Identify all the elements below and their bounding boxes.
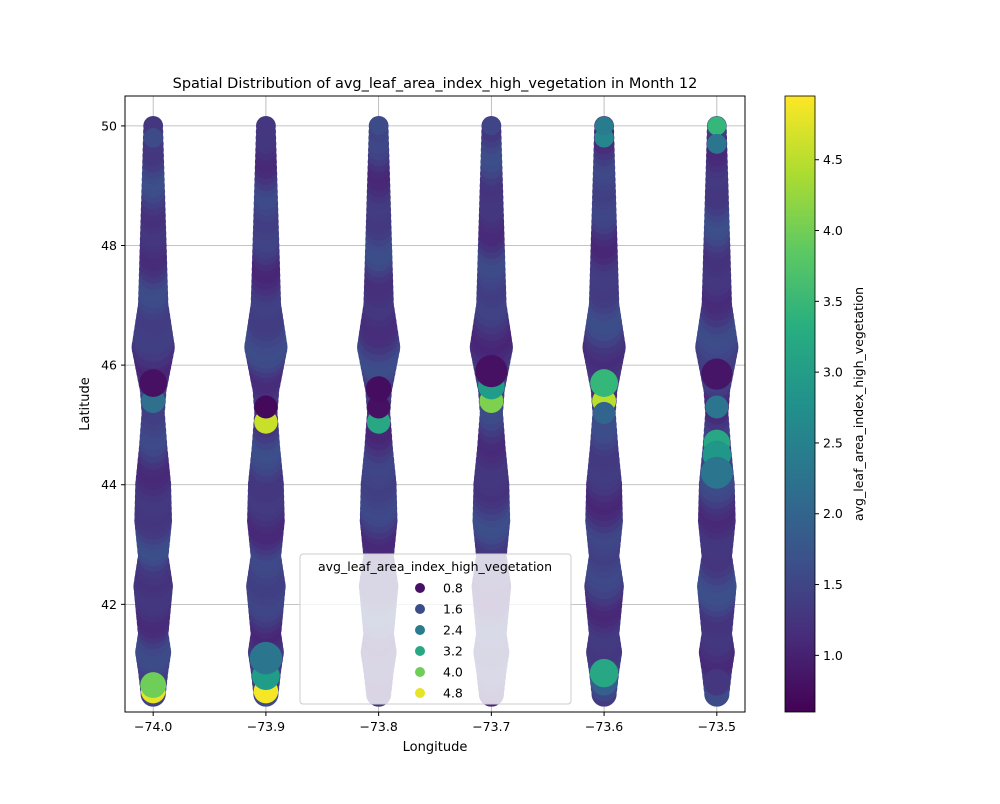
data-point-highlight (705, 395, 729, 419)
legend-entry-label: 3.2 (443, 644, 463, 659)
plot-frame (124, 95, 746, 713)
legend-title: avg_leaf_area_index_high_vegetation (318, 559, 552, 574)
y-tick-label: 46 (101, 358, 117, 373)
data-point-highlight (706, 133, 727, 154)
legend-box (299, 553, 572, 705)
data-point-highlight (590, 369, 619, 397)
colorbar-tick-label: 4.0 (823, 223, 843, 238)
legend-marker (415, 667, 425, 677)
legend-marker (415, 604, 425, 614)
data-point (256, 116, 276, 136)
data-point-highlight (365, 376, 392, 402)
data-point-highlight (701, 358, 733, 390)
x-axis-ticks: −74.0 −73.9 −73.8 −73.7 −73.6 −73.5 (134, 712, 736, 734)
legend-marker (415, 646, 425, 656)
data-point-highlight (700, 456, 733, 489)
legend-entry-label: 1.6 (443, 602, 463, 617)
data-point-highlight (140, 672, 167, 699)
data-point-highlight (143, 128, 163, 148)
colorbar (784, 95, 816, 713)
colorbar-tick-label: 4.5 (823, 152, 843, 167)
y-tick-label: 48 (101, 238, 117, 253)
colorbar-ticks: 1.0 1.5 2.0 2.5 3.0 3.5 4.0 4.5 (815, 152, 843, 663)
x-tick-label: −73.7 (472, 719, 510, 734)
data-point-highlight (703, 668, 731, 696)
x-tick-label: −73.5 (698, 719, 736, 734)
data-point-highlight (249, 641, 283, 675)
legend-entry-label: 2.4 (443, 623, 463, 638)
colorbar-tick-label: 3.0 (823, 365, 843, 380)
data-points (131, 116, 739, 707)
y-tick-label: 50 (101, 118, 117, 133)
data-point-highlight (707, 116, 727, 136)
legend-entry-label: 0.8 (443, 581, 463, 596)
x-tick-label: −73.9 (247, 719, 285, 734)
colorbar-tick-label: 1.5 (823, 577, 843, 592)
y-tick-label: 42 (101, 597, 117, 612)
y-axis-ticks: 42 44 46 48 50 (101, 118, 125, 612)
y-tick-label: 44 (101, 477, 117, 492)
colorbar-label: avg_leaf_area_index_high_vegetation (851, 287, 866, 521)
data-point-highlight (139, 369, 168, 397)
colorbar-tick-label: 2.5 (823, 435, 843, 450)
x-tick-label: −73.6 (585, 719, 623, 734)
legend: avg_leaf_area_index_high_vegetation 0.8 1… (299, 553, 572, 705)
y-axis-label: Latitude (78, 377, 93, 431)
legend-marker (415, 688, 425, 698)
data-point-highlight (475, 354, 508, 388)
data-point-highlight (481, 116, 501, 136)
legend-entry-label: 4.8 (443, 686, 463, 701)
chart-title: Spatial Distribution of avg_leaf_area_in… (173, 76, 698, 92)
legend-marker (415, 583, 425, 593)
x-tick-label: −74.0 (134, 719, 172, 734)
data-point-highlight (594, 116, 614, 136)
data-point-highlight (367, 395, 391, 419)
data-point-highlight (589, 658, 619, 688)
legend-entry-label: 4.0 (443, 665, 463, 680)
x-axis-label: Longitude (403, 740, 468, 755)
colorbar-tick-label: 3.5 (823, 294, 843, 309)
legend-marker (415, 625, 425, 635)
colorbar-tick-label: 1.0 (823, 648, 843, 663)
data-point-highlight (254, 395, 278, 419)
colorbar-tick-label: 2.0 (823, 506, 843, 521)
x-tick-label: −73.8 (359, 719, 397, 734)
data-point-highlight (592, 401, 616, 425)
data-point-highlight (369, 116, 389, 136)
